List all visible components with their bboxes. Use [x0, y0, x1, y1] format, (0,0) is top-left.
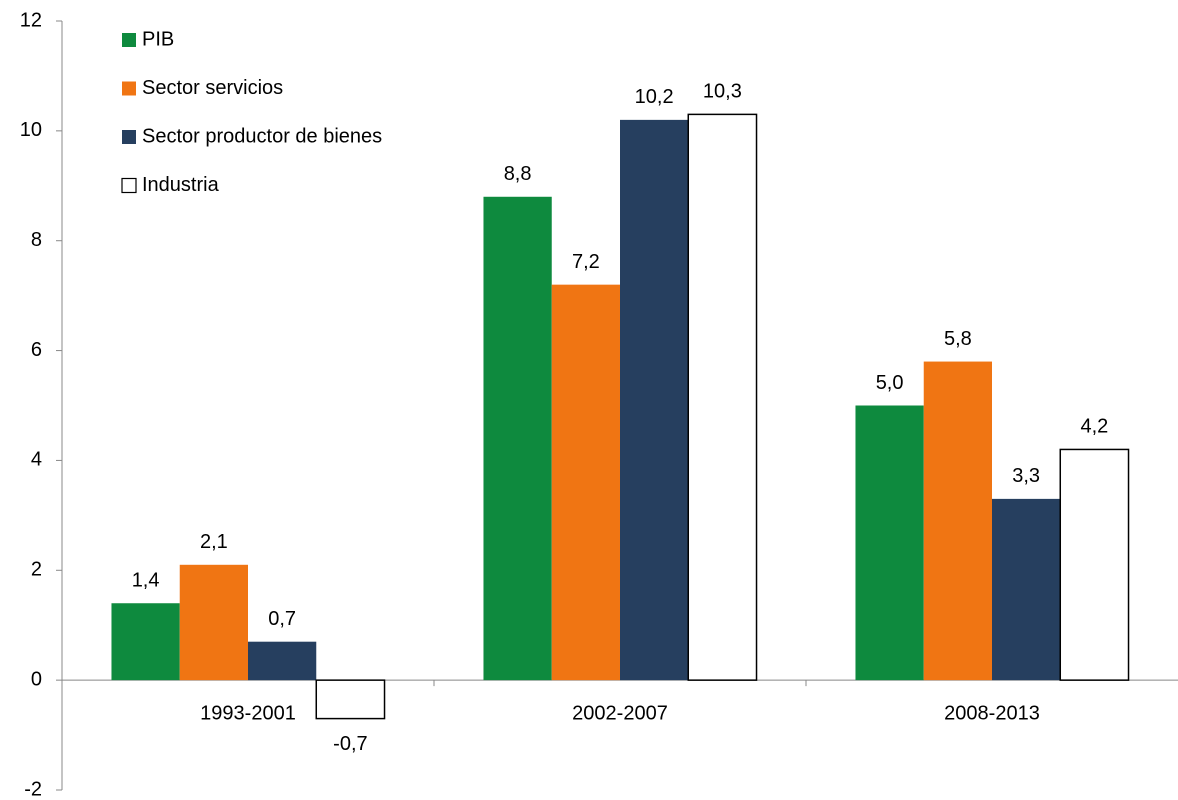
data-label: 8,8 [504, 163, 532, 185]
bar [248, 641, 317, 681]
data-label: -0,7 [333, 733, 367, 755]
x-tick-label: 2002-2007 [572, 702, 668, 724]
bar [483, 196, 552, 681]
bar [551, 284, 620, 681]
bar [179, 564, 248, 681]
y-tick-label: -2 [24, 778, 42, 800]
data-label: 10,3 [703, 81, 742, 103]
legend-swatch [122, 130, 136, 144]
data-label: 5,0 [876, 372, 904, 394]
bar [923, 361, 992, 681]
legend-swatch [122, 33, 136, 47]
y-tick-label: 2 [31, 559, 42, 581]
y-tick-label: 10 [20, 119, 42, 141]
data-label: 0,7 [268, 608, 296, 630]
bar [315, 679, 386, 720]
legend-swatch [122, 81, 136, 96]
legend-label: PIB [142, 28, 174, 50]
bar [992, 498, 1061, 681]
legend-swatch [121, 177, 137, 194]
bar [620, 119, 689, 681]
data-label: 3,3 [1012, 465, 1040, 487]
bar [687, 113, 758, 681]
data-label: 2,1 [200, 531, 228, 553]
y-tick-label: 12 [20, 9, 42, 31]
data-label: 1,4 [132, 570, 160, 592]
data-label: 7,2 [572, 251, 600, 273]
data-label: 4,2 [1080, 416, 1108, 438]
data-label: 5,8 [944, 328, 972, 350]
data-label: 10,2 [635, 86, 674, 108]
x-tick-label: 2008-2013 [944, 702, 1040, 724]
x-tick-label: 1993-2001 [200, 702, 296, 724]
y-tick-label: 4 [31, 449, 42, 471]
y-tick-label: 0 [31, 668, 42, 690]
y-tick-label: 6 [31, 339, 42, 361]
legend-label: Industria [142, 174, 220, 196]
bar [111, 603, 180, 681]
legend-label: Sector productor de bienes [142, 125, 382, 147]
legend-label: Sector servicios [142, 77, 283, 99]
bar [855, 405, 924, 681]
bar [1059, 448, 1130, 681]
y-tick-label: 8 [31, 229, 42, 251]
